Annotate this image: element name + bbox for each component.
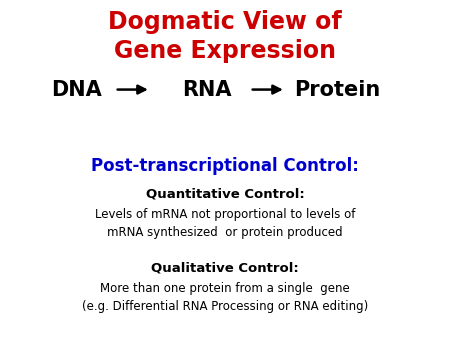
Text: Dogmatic View of
Gene Expression: Dogmatic View of Gene Expression bbox=[108, 10, 342, 63]
Text: Post-transcriptional Control:: Post-transcriptional Control: bbox=[91, 157, 359, 175]
Text: RNA: RNA bbox=[182, 79, 232, 100]
Text: Quantitative Control:: Quantitative Control: bbox=[146, 188, 304, 200]
Text: Protein: Protein bbox=[294, 79, 381, 100]
Text: Levels of mRNA not proportional to levels of
mRNA synthesized  or protein produc: Levels of mRNA not proportional to level… bbox=[95, 208, 355, 239]
Text: Qualitative Control:: Qualitative Control: bbox=[151, 262, 299, 275]
Text: DNA: DNA bbox=[51, 79, 102, 100]
Text: More than one protein from a single  gene
(e.g. Differential RNA Processing or R: More than one protein from a single gene… bbox=[82, 282, 368, 313]
